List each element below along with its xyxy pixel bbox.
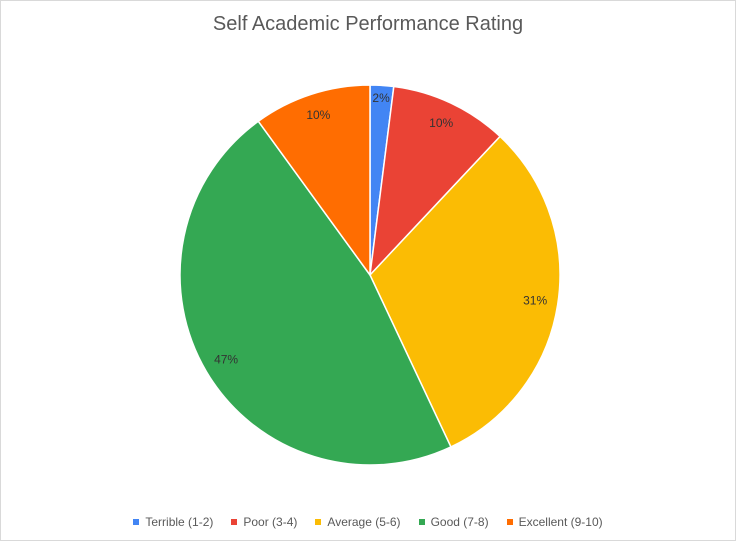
legend-item-terrible: Terrible (1-2) (133, 515, 213, 529)
legend-swatch-excellent (506, 519, 513, 525)
legend-swatch-poor (231, 519, 238, 525)
pie-label-terrible: 2% (372, 91, 390, 105)
pie-label-poor: 10% (429, 116, 453, 130)
legend-label-good: Good (7-8) (430, 515, 489, 529)
legend-swatch-average (315, 519, 322, 525)
legend-swatch-terrible (133, 519, 140, 525)
legend-label-average: Average (5-6) (327, 515, 401, 529)
legend-label-terrible: Terrible (1-2) (145, 515, 214, 529)
pie-slice-poor (368, 85, 502, 278)
pie-label-good: 47% (214, 352, 238, 366)
legend-item-good: Good (7-8) (418, 515, 489, 529)
legend-item-excellent: Excellent (9-10) (506, 515, 603, 529)
legend-label-excellent: Excellent (9-10) (518, 515, 603, 529)
pie-label-excellent: 10% (306, 108, 330, 122)
chart-legend: Terrible (1-2) Poor (3-4) Average (5-6) … (1, 515, 735, 529)
pie-slice-excellent (257, 84, 371, 278)
pie-slice-average (369, 135, 561, 448)
pie-chart: 2% 10% 31% 47% 10% (179, 84, 561, 466)
pie-slice-good (179, 120, 452, 466)
legend-label-poor: Poor (3-4) (243, 515, 298, 529)
pie-label-average: 31% (523, 293, 547, 307)
legend-swatch-good (418, 519, 425, 525)
legend-item-poor: Poor (3-4) (231, 515, 297, 529)
legend-item-average: Average (5-6) (315, 515, 401, 529)
chart-title: Self Academic Performance Rating (212, 13, 524, 35)
